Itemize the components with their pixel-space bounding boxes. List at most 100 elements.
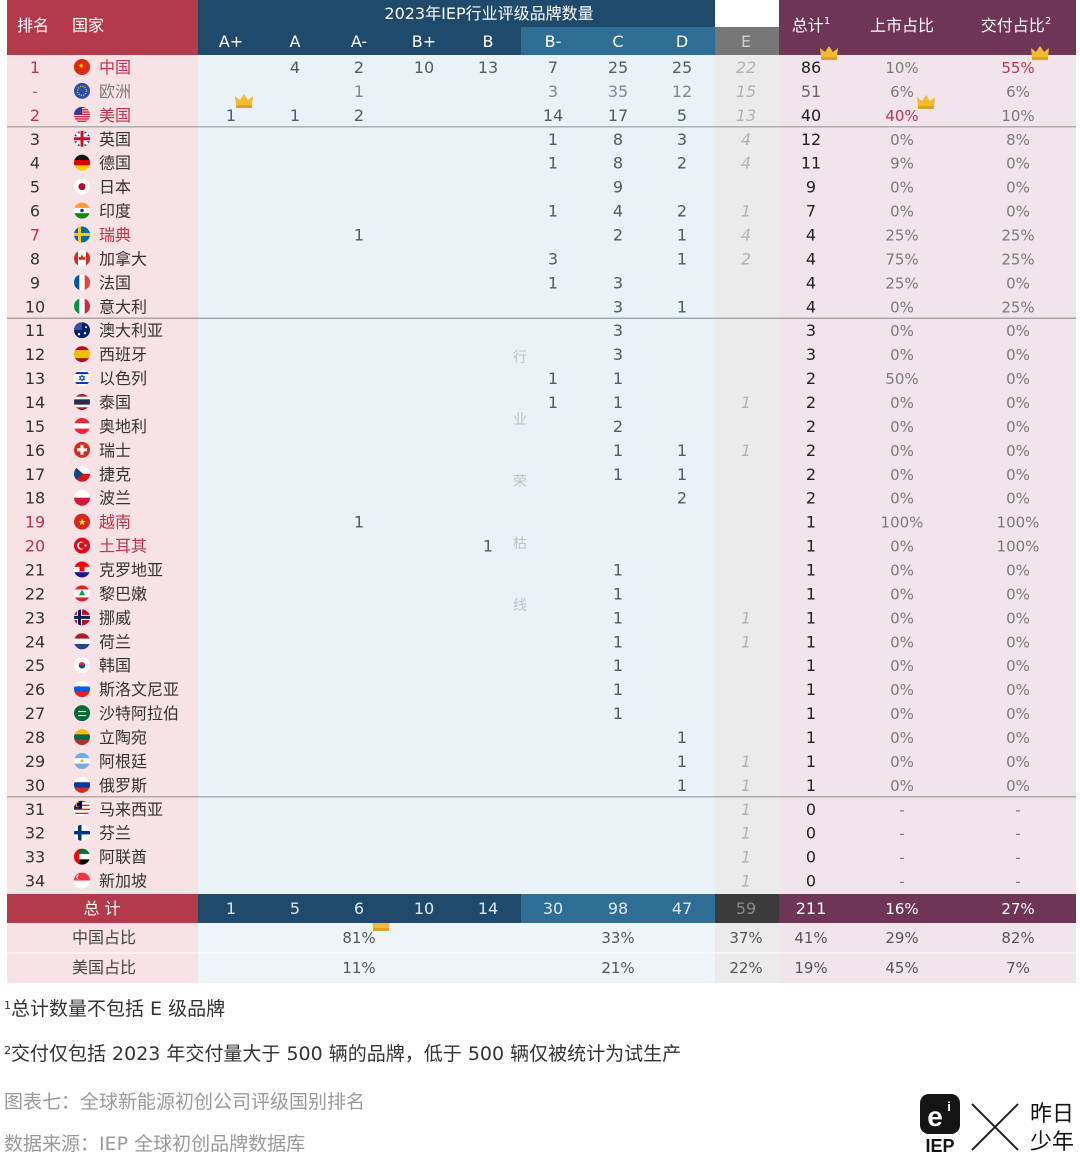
table-row: 16 瑞士 1 1 1 2 0% 0% bbox=[25, 441, 1030, 460]
rank-cell: 33 bbox=[25, 848, 45, 867]
rank-cell: 17 bbox=[25, 465, 45, 484]
table-row: 20 土耳其 1 1 0% 100% bbox=[25, 537, 1040, 556]
delivery-share-cell: 25% bbox=[1001, 226, 1034, 244]
grade-b-minus-cell: 1 bbox=[548, 273, 558, 292]
listed-share-cell: 0% bbox=[890, 681, 914, 699]
total-cell: 3 bbox=[806, 321, 816, 340]
grade-e-cell: 1 bbox=[741, 872, 751, 891]
rank-cell: 29 bbox=[25, 752, 45, 771]
malaysia-flag-icon bbox=[74, 800, 90, 816]
total-grade-e-cell: 59 bbox=[736, 899, 756, 918]
share-e-cell: 37% bbox=[729, 929, 762, 947]
grade-d-cell: 5 bbox=[677, 106, 687, 125]
divider-label-char: 线 bbox=[513, 598, 527, 614]
country-cell: 欧洲 bbox=[99, 82, 131, 101]
footnote-1-text: 总计数量不包括 E 级品牌 bbox=[11, 998, 226, 1020]
divider-label-char: 行 bbox=[513, 350, 527, 366]
lebanon-flag-icon bbox=[74, 585, 90, 602]
total-listed-share-cell: 16% bbox=[885, 900, 918, 918]
header-grade-d: D bbox=[676, 32, 688, 51]
vietnam-flag-icon: ★ bbox=[74, 513, 90, 530]
total-cell: 2 bbox=[806, 393, 816, 412]
total-cell: 1 bbox=[806, 560, 816, 579]
finland-flag-icon bbox=[74, 824, 90, 841]
rank-cell: 3 bbox=[30, 130, 40, 149]
delivery-share-cell: 0% bbox=[1006, 633, 1030, 651]
listed-share-cell: 0% bbox=[890, 609, 914, 627]
grade-b-minus-cell: 1 bbox=[548, 154, 558, 173]
share-listed-cell: 45% bbox=[885, 959, 918, 977]
delivery-share-cell: 0% bbox=[1006, 585, 1030, 603]
thailand-flag-icon bbox=[74, 393, 90, 410]
delivery-share-cell: 0% bbox=[1006, 705, 1030, 723]
delivery-share-cell: 0% bbox=[1006, 322, 1030, 340]
delivery-share-cell: 0% bbox=[1006, 681, 1030, 699]
delivery-share-cell: 0% bbox=[1006, 346, 1030, 364]
rank-cell: 20 bbox=[25, 537, 45, 556]
grade-e-cell: 4 bbox=[741, 130, 751, 149]
country-cell: 阿根廷 bbox=[99, 752, 147, 771]
grade-a-plus-cell: 1 bbox=[226, 106, 236, 125]
listed-share-cell: 0% bbox=[890, 179, 914, 197]
crown-icon bbox=[235, 94, 253, 108]
total-cell: 0 bbox=[806, 800, 816, 819]
rank-cell: 34 bbox=[25, 872, 45, 891]
rank-cell: 21 bbox=[25, 560, 45, 579]
grand-total-cell: 211 bbox=[796, 899, 827, 918]
total-cell: 1 bbox=[806, 752, 816, 771]
delivery-share-cell: - bbox=[1015, 825, 1020, 843]
grade-c-cell: 25 bbox=[608, 58, 628, 77]
grade-bc-header-bg bbox=[521, 27, 715, 55]
header-grade-b: B bbox=[483, 32, 494, 51]
total-grade-a-cell: 5 bbox=[290, 899, 300, 918]
country-cell: 土耳其 bbox=[99, 537, 147, 556]
grade-e-cell: 1 bbox=[741, 393, 751, 412]
table-row: 10 意大利 3 1 4 0% 25% bbox=[25, 297, 1035, 316]
rank-cell: 8 bbox=[30, 249, 40, 268]
country-cell: 瑞典 bbox=[99, 225, 131, 244]
grade-e-header-bg bbox=[715, 27, 779, 55]
listed-share-cell: 25% bbox=[885, 274, 918, 292]
poland-flag-icon bbox=[74, 489, 90, 506]
total-cell: 2 bbox=[806, 369, 816, 388]
total-cell: 1 bbox=[806, 728, 816, 747]
grade-c-cell: 1 bbox=[613, 608, 623, 627]
grade-c-cell: 1 bbox=[613, 584, 623, 603]
uae-flag-icon bbox=[74, 848, 90, 865]
share-row-label: 中国占比 bbox=[72, 928, 136, 947]
table-row: 29 阿根廷 1 1 1 0% 0% bbox=[25, 752, 1030, 771]
delivery-share-cell: 25% bbox=[1001, 298, 1034, 316]
delivery-share-cell: 0% bbox=[1006, 609, 1030, 627]
country-cell: 沙特阿拉伯 bbox=[99, 704, 179, 723]
table-row: 7 瑞典 1 2 1 4 4 25% 25% bbox=[30, 225, 1035, 244]
table-row: 30 俄罗斯 1 1 1 0% 0% bbox=[25, 776, 1030, 795]
grade-c-cell: 35 bbox=[608, 82, 628, 101]
country-cell: 泰国 bbox=[99, 393, 131, 412]
listed-share-cell: - bbox=[899, 873, 904, 891]
table-row: 34 新加坡 1 0 - - bbox=[25, 872, 1021, 891]
country-cell: 加拿大 bbox=[99, 249, 147, 268]
netherlands-flag-icon bbox=[74, 633, 90, 650]
delivery-share-cell: 0% bbox=[1006, 777, 1030, 795]
delivery-share-cell: 100% bbox=[997, 538, 1040, 556]
table-row: 13 以色列 1 1 2 50% 0% bbox=[25, 369, 1030, 388]
table-row: 14 泰国 1 1 1 2 0% 0% bbox=[25, 393, 1030, 412]
grade-c-cell: 2 bbox=[613, 225, 623, 244]
total-cell: 40 bbox=[801, 106, 821, 125]
listed-share-cell: - bbox=[899, 825, 904, 843]
delivery-share-cell: 0% bbox=[1006, 418, 1030, 436]
grade-b-minus-cell: 1 bbox=[548, 202, 558, 221]
country-cell: 芬兰 bbox=[99, 824, 131, 843]
rank-cell: 30 bbox=[25, 776, 45, 795]
total-cell: 1 bbox=[806, 608, 816, 627]
header-grade-c: C bbox=[612, 32, 623, 51]
listed-share-cell: 0% bbox=[890, 203, 914, 221]
rank-cell: 6 bbox=[30, 202, 40, 221]
country-cell: 波兰 bbox=[99, 489, 131, 508]
grade-d-cell: 1 bbox=[677, 776, 687, 795]
country-cell: 瑞士 bbox=[99, 441, 131, 460]
table-row: 17 捷克 1 1 2 0% 0% bbox=[25, 465, 1030, 484]
listed-share-cell: 0% bbox=[890, 538, 914, 556]
grade-d-cell: 2 bbox=[677, 154, 687, 173]
delivery-share-cell: 10% bbox=[1001, 107, 1034, 125]
